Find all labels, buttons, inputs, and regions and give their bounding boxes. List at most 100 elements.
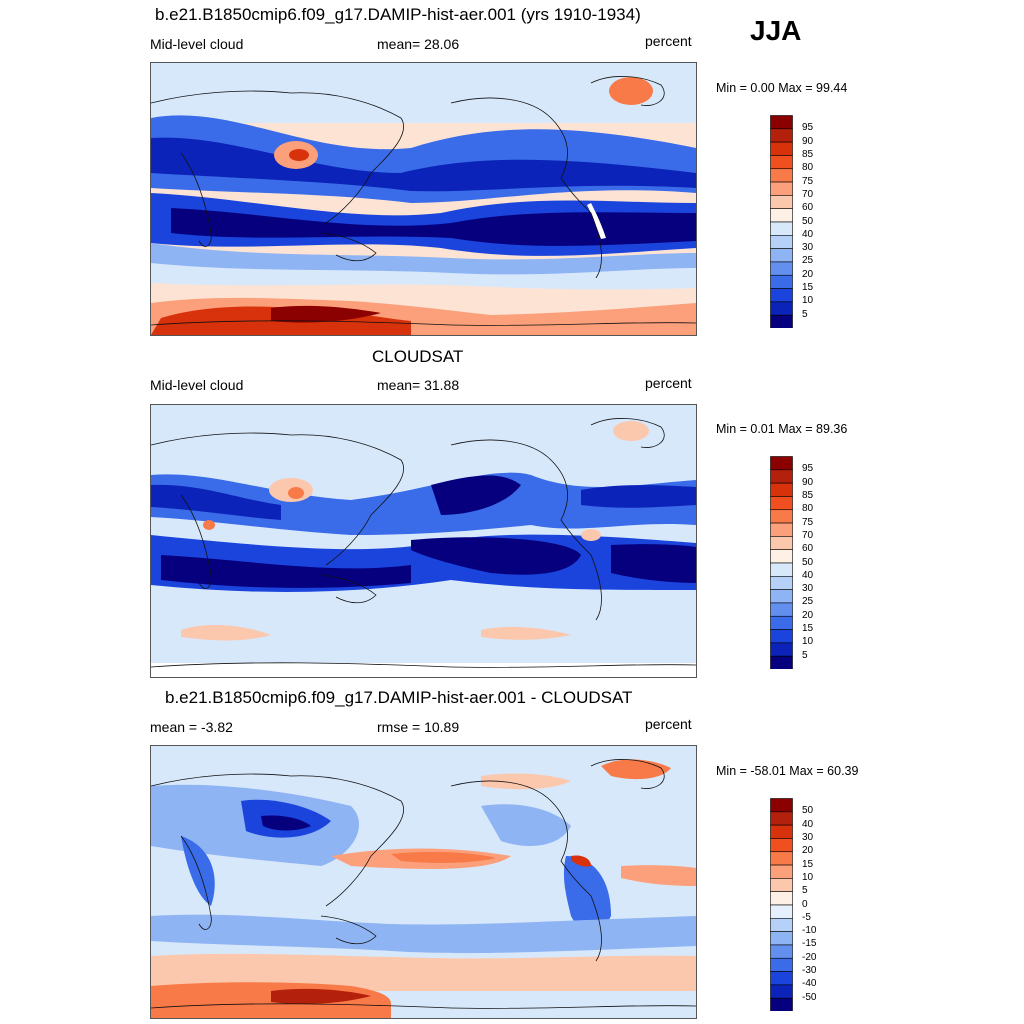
colorbar-swatch: [770, 288, 793, 303]
colorbar-swatch: [770, 221, 793, 236]
colorbar-swatch: [770, 314, 793, 328]
colorbar-swatch: [770, 811, 793, 826]
panel-3-minmax: Min = -58.01 Max = 60.39: [716, 764, 859, 778]
colorbar-tick-label: 5: [802, 649, 808, 661]
colorbar-tick-label: -50: [802, 991, 817, 1003]
colorbar-tick-label: 20: [802, 609, 814, 621]
colorbar-swatch: [770, 838, 793, 853]
colorbar-swatch: [770, 891, 793, 906]
colorbar-tick-label: 15: [802, 282, 814, 294]
colorbar-tick-label: 85: [802, 489, 814, 501]
colorbar-tick-label: 20: [802, 845, 814, 857]
panel-1-map: [150, 62, 697, 336]
panel-3-mean-label: mean = -3.82: [150, 719, 233, 735]
colorbar-swatch: [770, 181, 793, 196]
panel-1-variable-label: Mid-level cloud: [150, 36, 244, 52]
colorbar-tick-label: 30: [802, 242, 814, 254]
colorbar-tick-label: 0: [802, 898, 808, 910]
colorbar-tick-label: -20: [802, 951, 817, 963]
colorbar-swatch: [770, 522, 793, 537]
colorbar-swatch: [770, 957, 793, 972]
colorbar-swatch: [770, 195, 793, 209]
colorbar-swatch: [770, 589, 793, 604]
colorbar-tick-label: -5: [802, 911, 811, 923]
colorbar-swatch: [770, 115, 793, 130]
colorbar-swatch: [770, 602, 793, 617]
colorbar-tick-label: 95: [802, 463, 814, 475]
panel-2-units-label: percent: [645, 375, 692, 391]
colorbar-tick-label: 75: [802, 516, 814, 528]
colorbar-swatch: [770, 629, 793, 644]
colorbar-swatch: [770, 931, 793, 946]
panel-2-mean-label: mean= 31.88: [377, 377, 460, 393]
colorbar-swatch: [770, 496, 793, 511]
colorbar-tick-label: 5: [802, 885, 808, 897]
panel-3-colorbar-bar: [770, 798, 793, 1011]
colorbar-tick-label: -40: [802, 978, 817, 990]
colorbar-tick-label: 30: [802, 583, 814, 595]
colorbar-swatch: [770, 864, 793, 879]
colorbar-swatch: [770, 168, 793, 183]
colorbar-tick-label: 70: [802, 188, 814, 200]
colorbar-tick-label: 50: [802, 215, 814, 227]
panel-1-title: b.e21.B1850cmip6.f09_g17.DAMIP-hist-aer.…: [155, 5, 641, 24]
panel-2-colorbar: 95 90 85 80 75 70 60 50 40 30 25 20 15 10 5: [770, 456, 830, 671]
colorbar-swatch: [770, 155, 793, 170]
panel-3-rmse-label: rmse = 10.89: [377, 719, 460, 735]
panel-1-minmax: Min = 0.00 Max = 99.44: [716, 81, 848, 95]
colorbar-tick-label: 5: [802, 308, 808, 320]
colorbar-swatch: [770, 904, 793, 919]
colorbar-tick-label: 20: [802, 268, 814, 280]
colorbar-swatch: [770, 562, 793, 577]
colorbar-tick-label: 60: [802, 543, 814, 555]
colorbar-swatch: [770, 918, 793, 932]
colorbar-swatch: [770, 549, 793, 564]
colorbar-tick-label: 10: [802, 295, 814, 307]
colorbar-tick-label: 40: [802, 228, 814, 240]
colorbar-tick-label: 50: [802, 805, 814, 817]
colorbar-tick-label: 90: [802, 135, 814, 147]
colorbar-tick-label: 80: [802, 162, 814, 174]
colorbar-tick-label: 15: [802, 623, 814, 635]
colorbar-swatch: [770, 509, 793, 524]
panel-1-mean-label: mean= 28.06: [377, 36, 460, 52]
panel-3-colorbar: 50 40 30 20 15 10 5 0 -5 -10 -15 -20 -30 -40 -50: [770, 798, 830, 1013]
colorbar-swatch: [770, 235, 793, 249]
panel-2-title: CLOUDSAT: [372, 347, 464, 366]
colorbar-tick-label: 10: [802, 636, 814, 648]
colorbar-swatch: [770, 798, 793, 813]
colorbar-tick-label: 70: [802, 529, 814, 541]
colorbar-swatch: [770, 482, 793, 497]
panel-3-title: b.e21.B1850cmip6.f09_g17.DAMIP-hist-aer.…: [165, 688, 633, 707]
colorbar-swatch: [770, 208, 793, 223]
colorbar-swatch: [770, 128, 793, 143]
colorbar-tick-label: 80: [802, 503, 814, 515]
colorbar-tick-label: -10: [802, 925, 817, 937]
colorbar-tick-label: 75: [802, 175, 814, 187]
colorbar-tick-label: 25: [802, 255, 814, 267]
panel-2-colorbar-bar: [770, 456, 793, 669]
colorbar-tick-label: 15: [802, 858, 814, 870]
colorbar-tick-label: 95: [802, 122, 814, 134]
colorbar-tick-label: 50: [802, 556, 814, 568]
colorbar-swatch: [770, 576, 793, 590]
panel-2-map: [150, 404, 697, 678]
colorbar-tick-label: 90: [802, 476, 814, 488]
season-label: JJA: [750, 15, 802, 46]
colorbar-tick-label: 60: [802, 202, 814, 214]
colorbar-swatch: [770, 248, 793, 263]
colorbar-swatch: [770, 997, 793, 1011]
colorbar-tick-label: 10: [802, 871, 814, 883]
colorbar-tick-label: 40: [802, 818, 814, 830]
panel-3-map: [150, 745, 697, 1019]
colorbar-swatch: [770, 301, 793, 316]
panel-1-units-label: percent: [645, 33, 692, 49]
colorbar-swatch: [770, 642, 793, 657]
colorbar-swatch: [770, 655, 793, 669]
colorbar-swatch: [770, 971, 793, 986]
colorbar-tick-label: 25: [802, 596, 814, 608]
colorbar-swatch: [770, 141, 793, 156]
panel-2-variable-label: Mid-level cloud: [150, 377, 244, 393]
colorbar-swatch: [770, 878, 793, 892]
colorbar-tick-label: 30: [802, 831, 814, 843]
